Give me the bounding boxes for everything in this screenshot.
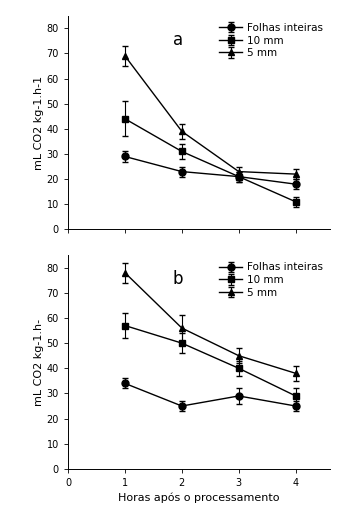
Y-axis label: mL CO2 kg-1.h-: mL CO2 kg-1.h- [34,318,44,405]
Text: a: a [173,31,183,48]
Text: b: b [173,270,183,288]
Y-axis label: mL CO2 kg-1.h-1: mL CO2 kg-1.h-1 [34,76,44,170]
X-axis label: Horas após o processamento: Horas após o processamento [118,492,279,503]
Legend: Folhas inteiras, 10 mm, 5 mm: Folhas inteiras, 10 mm, 5 mm [217,21,325,60]
Legend: Folhas inteiras, 10 mm, 5 mm: Folhas inteiras, 10 mm, 5 mm [217,260,325,300]
